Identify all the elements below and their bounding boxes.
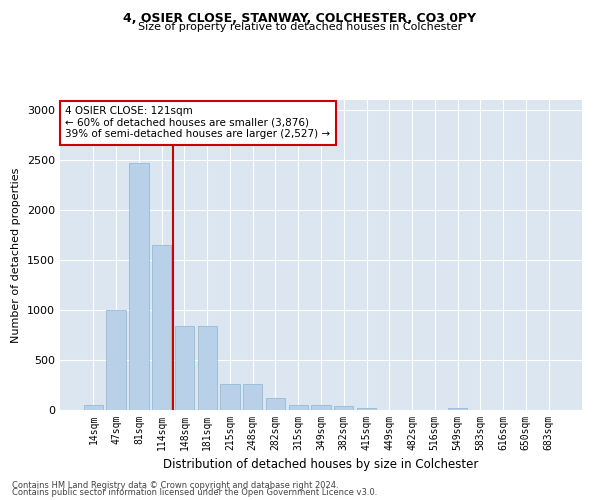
Bar [84,405,103,410]
Bar [289,404,308,410]
Bar [448,408,467,410]
Text: Contains HM Land Registry data © Crown copyright and database right 2024.: Contains HM Land Registry data © Crown c… [12,480,338,490]
Y-axis label: Number of detached properties: Number of detached properties [11,168,22,342]
X-axis label: Distribution of detached houses by size in Colchester: Distribution of detached houses by size … [163,458,479,471]
Bar [357,408,376,410]
Text: Size of property relative to detached houses in Colchester: Size of property relative to detached ho… [138,22,462,32]
Bar [152,245,172,410]
Text: 4 OSIER CLOSE: 121sqm
← 60% of detached houses are smaller (3,876)
39% of semi-d: 4 OSIER CLOSE: 121sqm ← 60% of detached … [65,106,331,140]
Bar [266,398,285,410]
Bar [197,326,217,410]
Text: 4, OSIER CLOSE, STANWAY, COLCHESTER, CO3 0PY: 4, OSIER CLOSE, STANWAY, COLCHESTER, CO3… [124,12,476,26]
Bar [129,163,149,410]
Bar [106,310,126,410]
Bar [220,384,239,410]
Text: Contains public sector information licensed under the Open Government Licence v3: Contains public sector information licen… [12,488,377,497]
Bar [175,326,194,410]
Bar [311,404,331,410]
Bar [243,384,262,410]
Bar [334,406,353,410]
